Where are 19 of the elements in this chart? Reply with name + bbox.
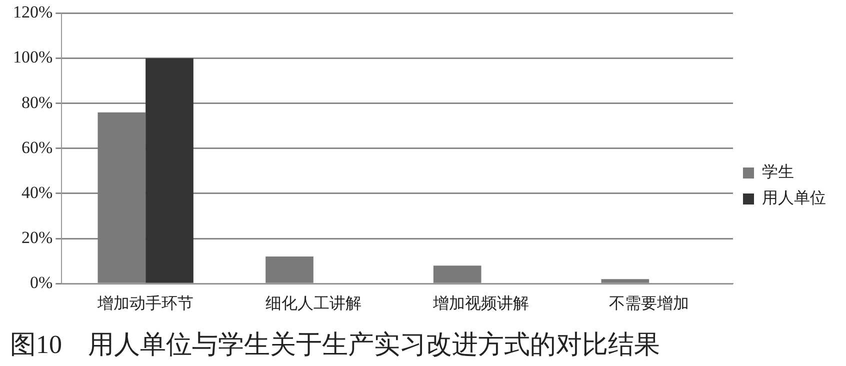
y-tick-label: 40%	[21, 182, 53, 202]
y-tick-label: 20%	[21, 228, 53, 247]
bar	[433, 266, 482, 283]
y-tick-label: 80%	[21, 92, 53, 112]
legend-label: 用人单位	[762, 189, 826, 208]
x-tick-label: 增加视频讲解	[432, 294, 530, 312]
bar	[98, 112, 146, 283]
bar	[601, 279, 650, 283]
y-tick-label: 60%	[21, 138, 53, 157]
text: 图10 用人单位与学生关于生产实习改进方式的对比结果	[10, 330, 660, 360]
x-tick-label: 增加动手环节	[96, 294, 194, 312]
y-tick-label: 100%	[12, 48, 53, 67]
legend-label: 学生	[762, 163, 794, 182]
bar	[266, 256, 314, 283]
y-tick-label: 120%	[12, 2, 53, 22]
bar	[146, 58, 194, 283]
x-tick-label: 不需要增加	[609, 294, 690, 312]
y-tick-label: 0%	[30, 273, 53, 292]
x-tick-label: 细化人工讲解	[265, 294, 362, 312]
